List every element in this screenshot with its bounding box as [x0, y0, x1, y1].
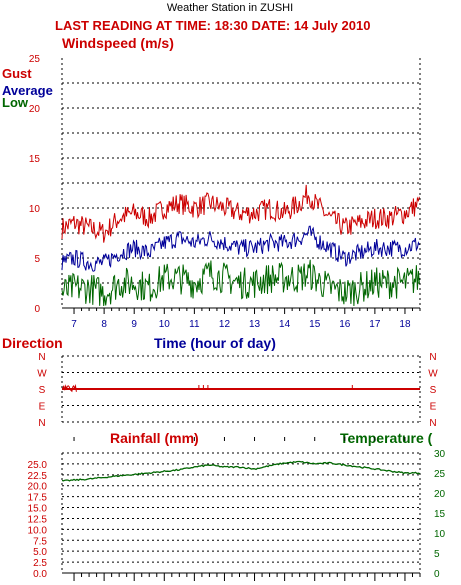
direction-axes: N NW WS SE EN N: [37, 352, 438, 429]
time-x-tick: 14: [279, 319, 291, 330]
rainfall-y-tick: 0.0: [33, 569, 47, 580]
direction-right-tick: N: [429, 352, 436, 363]
direction-right-tick: E: [430, 402, 437, 413]
windspeed-y-tick: 0: [34, 304, 40, 315]
windspeed-series-low: [61, 259, 420, 307]
rainfall-y-tick: 2.5: [33, 558, 47, 569]
rainfall-y-tick: 15.0: [28, 504, 48, 515]
time-x-tick: 18: [399, 319, 411, 330]
time-x-tick: 10: [159, 319, 171, 330]
temperature-y-tick: 30: [434, 449, 446, 460]
rainfall-y-tick: 22.5: [28, 471, 48, 482]
direction-left-tick: N: [38, 352, 45, 363]
legend-average: Average: [2, 83, 53, 98]
rainfall-y-tick: 12.5: [28, 514, 48, 525]
direction-left-tick: S: [39, 385, 46, 396]
windspeed-y-tick: 10: [29, 204, 41, 215]
direction-left-tick: E: [39, 402, 46, 413]
rainfall-y-tick: 17.5: [28, 493, 48, 504]
direction-title: Direction: [2, 335, 63, 351]
windspeed-axes: 0 5 10 15 20 25 7 8 9 10 11 12 13 14 15 16 17 18: [29, 54, 421, 330]
time-x-tick: 13: [249, 319, 261, 330]
time-x-tick: 7: [71, 319, 77, 330]
rainfall-y-tick: 7.5: [33, 536, 47, 547]
windspeed-grid: [62, 82, 420, 284]
temperature-title: Temperature (: [340, 430, 433, 446]
windspeed-title: Windspeed (m/s): [62, 35, 174, 51]
last-reading: LAST READING AT TIME: 18:30 DATE: 14 Jul…: [55, 18, 370, 33]
windspeed-series-average: [61, 225, 420, 272]
time-x-tick: 11: [189, 319, 200, 330]
temperature-y-tick: 5: [434, 549, 440, 560]
windspeed-y-tick: 15: [29, 154, 41, 165]
windspeed-lines: [61, 184, 420, 307]
temperature-y-tick: 25: [434, 469, 446, 480]
time-axis-label: Time (hour of day): [154, 335, 276, 351]
rainfall-y-tick: 25.0: [28, 460, 48, 471]
rainfall-y-tick: 10.0: [28, 525, 48, 536]
temperature-y-tick: 0: [434, 569, 440, 580]
temperature-y-tick: 10: [434, 529, 446, 540]
temperature-y-tick: 20: [434, 489, 446, 500]
temperature-series-line: [61, 460, 421, 482]
direction-line: [61, 383, 420, 393]
rainfall-grid: [62, 452, 420, 563]
temperature-line: [61, 460, 421, 482]
time-x-tick: 17: [369, 319, 381, 330]
time-x-tick: 12: [219, 319, 231, 330]
direction-right-tick: W: [428, 369, 438, 380]
rainfall-axes: 0.02.55.07.510.012.515.017.520.022.525.0…: [28, 437, 446, 581]
legend-gust: Gust: [2, 66, 32, 81]
time-x-tick: 16: [339, 319, 351, 330]
direction-left-tick: N: [38, 418, 45, 429]
station-title: Weather Station in ZUSHI: [167, 2, 293, 14]
time-x-tick: 9: [131, 319, 137, 330]
windspeed-y-tick: 25: [29, 54, 41, 65]
windspeed-y-tick: 20: [29, 104, 41, 115]
time-x-tick: 15: [309, 319, 321, 330]
time-x-tick: 8: [101, 319, 107, 330]
rainfall-title: Rainfall (mm): [110, 430, 199, 446]
direction-variation: [61, 383, 77, 393]
rainfall-y-tick: 20.0: [28, 482, 48, 493]
direction-left-tick: W: [37, 369, 47, 380]
legend-low: Low: [2, 95, 29, 110]
rainfall-y-tick: 5.0: [33, 547, 47, 558]
direction-right-tick: N: [429, 418, 436, 429]
direction-right-tick: S: [430, 385, 437, 396]
windspeed-y-tick: 5: [34, 254, 40, 265]
windspeed-series-gust: [61, 184, 420, 243]
temperature-y-tick: 15: [434, 509, 446, 520]
